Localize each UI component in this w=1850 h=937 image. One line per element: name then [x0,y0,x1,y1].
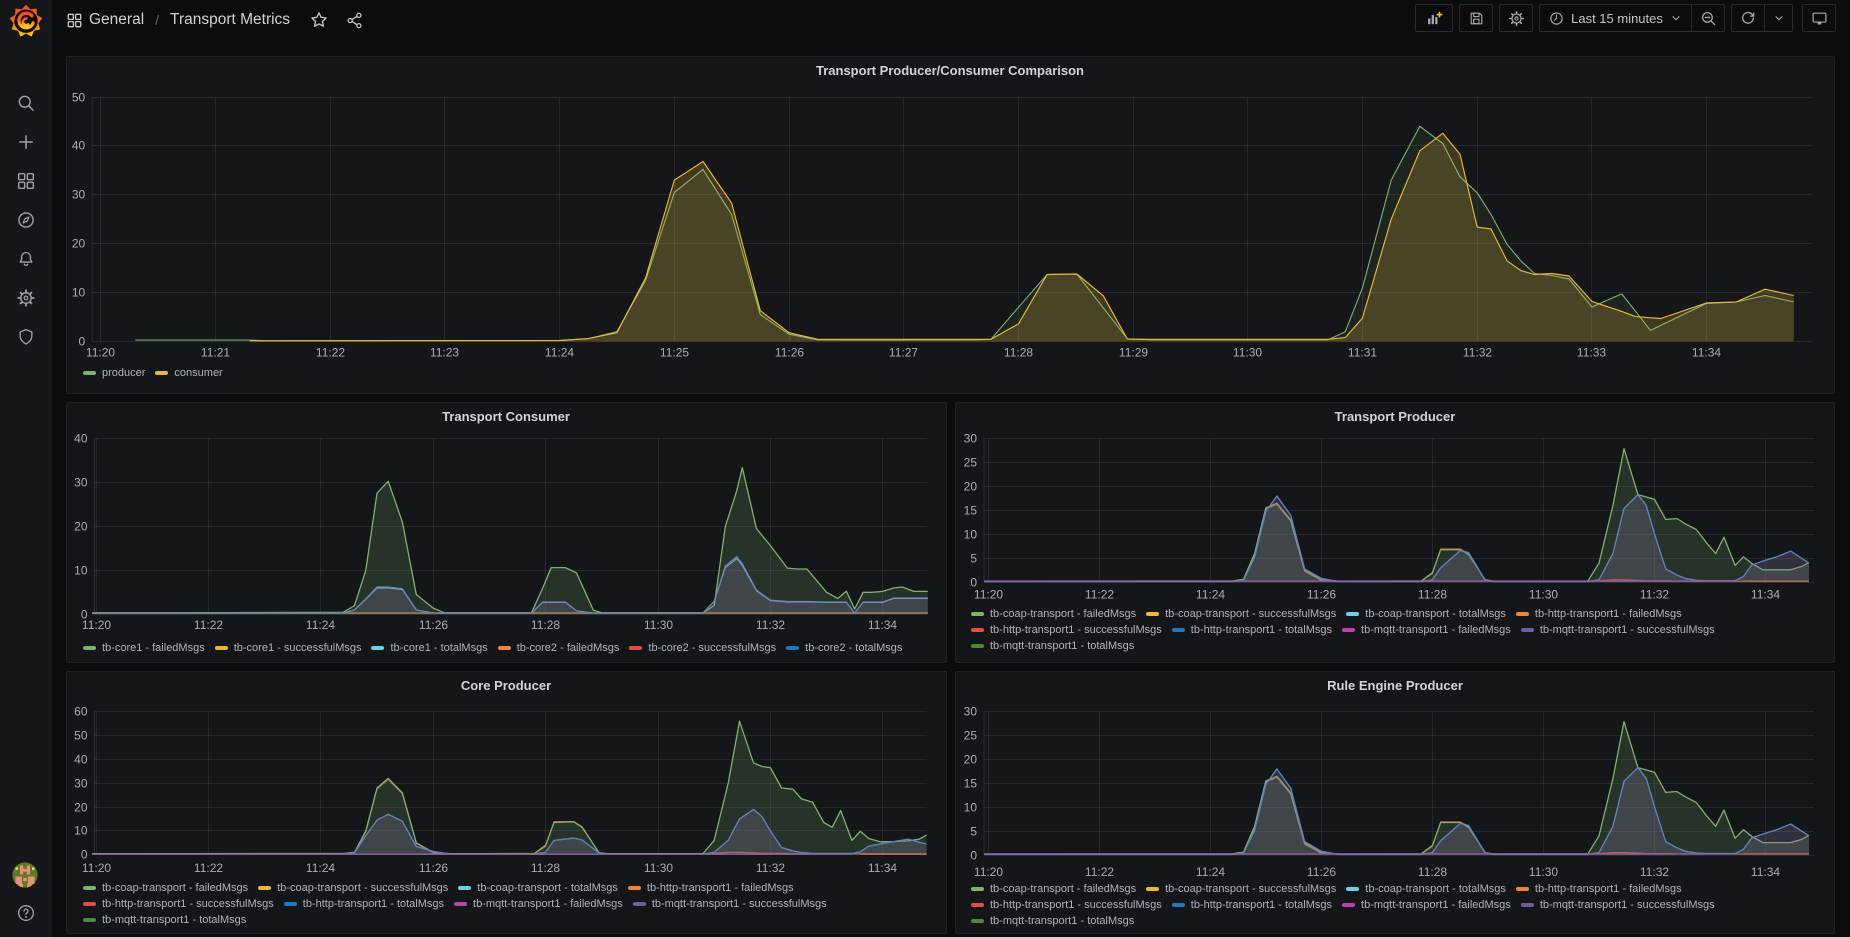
svg-text:11:20: 11:20 [82,618,111,632]
svg-text:Transport Producer/Consumer Co: Transport Producer/Consumer Comparison [816,63,1084,78]
svg-text:11:32: 11:32 [756,618,785,632]
svg-text:11:28: 11:28 [1418,588,1447,602]
svg-text:30: 30 [72,188,86,202]
svg-text:11:29: 11:29 [1119,346,1148,360]
svg-text:11:22: 11:22 [1085,588,1114,602]
svg-text:10: 10 [74,824,88,838]
svg-text:0: 0 [81,848,88,862]
svg-text:11:34: 11:34 [868,861,897,875]
svg-text:11:24: 11:24 [306,861,335,875]
svg-text:40: 40 [74,432,88,446]
svg-text:11:28: 11:28 [1004,346,1033,360]
svg-text:11:23: 11:23 [430,346,459,360]
svg-text:30: 30 [74,777,88,791]
svg-text:60: 60 [74,705,88,719]
svg-text:11:25: 11:25 [660,346,689,360]
svg-text:40: 40 [72,139,86,153]
svg-text:20: 20 [72,237,86,251]
svg-text:10: 10 [74,564,88,578]
svg-text:Transport Consumer: Transport Consumer [442,409,570,424]
svg-text:11:34: 11:34 [1692,346,1721,360]
svg-text:11:27: 11:27 [889,346,918,360]
svg-text:11:20: 11:20 [974,588,1003,602]
svg-text:11:28: 11:28 [531,618,560,632]
svg-text:30: 30 [74,476,88,490]
svg-text:0: 0 [81,608,88,622]
svg-text:11:26: 11:26 [1307,588,1336,602]
svg-text:15: 15 [964,777,978,791]
svg-text:11:30: 11:30 [644,861,673,875]
svg-text:11:26: 11:26 [419,861,448,875]
svg-text:11:24: 11:24 [1196,588,1225,602]
svg-text:11:28: 11:28 [531,861,560,875]
svg-text:11:20: 11:20 [86,346,115,360]
svg-text:5: 5 [970,552,977,566]
svg-text:11:22: 11:22 [1085,865,1114,879]
svg-text:0: 0 [79,335,86,349]
svg-text:0: 0 [970,849,977,863]
svg-text:11:20: 11:20 [974,865,1003,879]
svg-text:Core Producer: Core Producer [461,678,551,693]
svg-text:11:22: 11:22 [316,346,345,360]
svg-text:11:26: 11:26 [1307,865,1336,879]
svg-text:5: 5 [970,825,977,839]
svg-text:50: 50 [72,91,86,105]
svg-text:20: 20 [74,801,88,815]
svg-text:11:32: 11:32 [1463,346,1492,360]
svg-text:11:32: 11:32 [1640,588,1669,602]
svg-text:11:30: 11:30 [1233,346,1262,360]
svg-text:11:26: 11:26 [775,346,804,360]
svg-text:10: 10 [964,528,978,542]
svg-text:11:32: 11:32 [1640,865,1669,879]
svg-text:11:34: 11:34 [868,618,897,632]
svg-text:25: 25 [964,456,978,470]
svg-text:11:20: 11:20 [82,861,111,875]
svg-text:Rule Engine Producer: Rule Engine Producer [1327,678,1463,693]
svg-text:50: 50 [74,729,88,743]
svg-text:0: 0 [970,576,977,590]
svg-text:11:30: 11:30 [1529,865,1558,879]
svg-text:11:22: 11:22 [194,861,223,875]
svg-text:15: 15 [964,504,978,518]
svg-text:20: 20 [964,753,978,767]
svg-text:11:24: 11:24 [545,346,574,360]
svg-text:20: 20 [74,520,88,534]
svg-text:20: 20 [964,480,978,494]
svg-text:11:26: 11:26 [419,618,448,632]
svg-text:10: 10 [72,286,86,300]
svg-text:11:30: 11:30 [644,618,673,632]
svg-text:25: 25 [964,729,978,743]
svg-text:11:34: 11:34 [1751,588,1780,602]
svg-text:11:24: 11:24 [306,618,335,632]
svg-text:30: 30 [964,705,978,719]
svg-text:30: 30 [964,432,978,446]
svg-text:11:31: 11:31 [1348,346,1377,360]
svg-text:11:21: 11:21 [201,346,230,360]
svg-text:11:32: 11:32 [756,861,785,875]
svg-text:11:34: 11:34 [1751,865,1780,879]
svg-text:10: 10 [964,801,978,815]
svg-text:11:22: 11:22 [194,618,223,632]
svg-text:11:33: 11:33 [1577,346,1606,360]
svg-text:40: 40 [74,753,88,767]
svg-text:11:30: 11:30 [1529,588,1558,602]
svg-text:11:24: 11:24 [1196,865,1225,879]
svg-text:11:28: 11:28 [1418,865,1447,879]
svg-text:Transport Producer: Transport Producer [1335,409,1456,424]
